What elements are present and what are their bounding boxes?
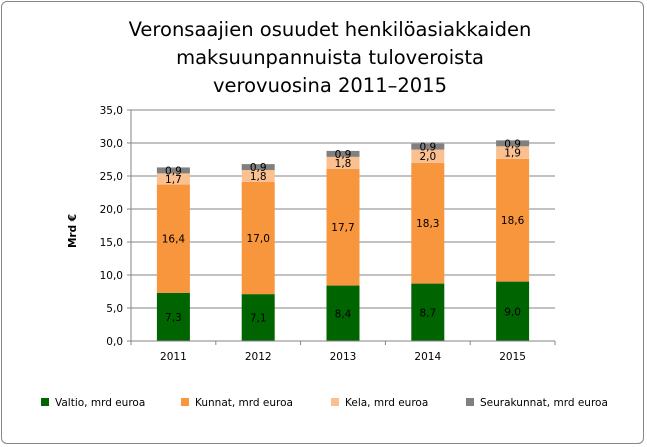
y-tick-label: 25,0: [100, 171, 123, 183]
bar-segment: [156, 184, 190, 293]
bar-segment: [241, 170, 275, 182]
bar-segment: [241, 294, 275, 341]
data-label: 8,4: [335, 308, 352, 320]
data-label: 1,9: [504, 148, 521, 160]
bar-segment: [411, 283, 445, 341]
legend-label: Kela, mrd euroa: [345, 397, 428, 409]
data-label: 0,9: [504, 138, 521, 150]
data-label: 7,1: [250, 313, 267, 325]
x-tick-label: 2012: [245, 351, 272, 363]
bar-segment: [241, 181, 275, 295]
chart-title-line-3: verovuosina 2011–2015: [213, 74, 447, 97]
chart-title-line-1: Veronsaajien osuudet henkilöasiakkaiden: [129, 18, 532, 41]
bar-segment: [496, 281, 530, 341]
y-axis-label: Mrd €: [67, 214, 79, 248]
x-axis-ticks: 2011 2012 2013 2014 2015: [130, 341, 556, 363]
data-label: 7,3: [165, 312, 182, 324]
legend: Valtio, mrd euroa Kunnat, mrd euroa Kela, …: [41, 397, 608, 409]
bar-segment: [156, 167, 190, 174]
axes: [130, 110, 555, 342]
data-label: 17,0: [247, 233, 270, 245]
bar-segment: [156, 173, 190, 185]
y-tick-label: 20,0: [100, 204, 123, 216]
y-axis-ticks: 0,0 5,0 10,0 15,0 20,0 25,0 30,0 35,0: [100, 105, 131, 348]
data-label: 1,7: [165, 174, 182, 186]
bar-segment: [411, 149, 445, 163]
bar-segment: [326, 285, 360, 341]
bar-segment: [326, 168, 360, 286]
y-tick-label: 5,0: [106, 303, 123, 315]
legend-label: Valtio, mrd euroa: [55, 397, 145, 409]
data-label: 18,3: [416, 218, 439, 230]
legend-swatch: [466, 398, 474, 406]
legend-swatch: [331, 398, 339, 406]
x-tick-label: 2014: [414, 351, 441, 363]
data-label: 18,6: [501, 215, 525, 227]
data-label: 9,0: [504, 306, 521, 318]
legend-swatch: [41, 398, 49, 406]
data-label: 16,4: [162, 234, 186, 246]
data-label: 1,8: [335, 158, 352, 170]
chart-title: Veronsaajien osuudet henkilöasiakkaiden …: [129, 18, 532, 97]
x-tick-label: 2015: [499, 351, 526, 363]
bar-segment: [326, 156, 360, 169]
legend-swatch: [181, 398, 189, 406]
x-tick-label: 2011: [160, 351, 187, 363]
data-label: 17,7: [331, 222, 354, 234]
data-label: 2,0: [419, 151, 436, 163]
data-label: 0,9: [165, 165, 182, 177]
bar-segment: [156, 292, 190, 341]
bar-segment: [496, 146, 530, 159]
chart-title-line-2: maksuunpannuista tuloveroista: [176, 46, 484, 69]
bar-segment: [411, 162, 445, 284]
data-label: 0,9: [335, 149, 352, 161]
legend-label: Kunnat, mrd euroa: [195, 397, 293, 409]
y-tick-label: 15,0: [100, 237, 123, 249]
data-label: 8,7: [419, 307, 436, 319]
bar-segment: [411, 143, 445, 150]
y-tick-label: 30,0: [100, 138, 123, 150]
bar-segment: [496, 158, 530, 282]
data-label: 0,9: [250, 162, 267, 174]
bar-segment: [496, 140, 530, 147]
x-tick-label: 2013: [330, 351, 357, 363]
legend-label: Seurakunnat, mrd euroa: [480, 397, 608, 409]
y-tick-label: 35,0: [100, 105, 123, 117]
y-tick-label: 10,0: [100, 270, 123, 282]
y-tick-label: 0,0: [106, 336, 123, 348]
bars: 7,316,41,70,97,117,01,80,98,417,71,80,98…: [156, 138, 530, 341]
data-label: 0,9: [419, 142, 436, 154]
bar-segment: [326, 150, 360, 157]
bar-segment: [241, 164, 275, 171]
data-label: 1,8: [250, 171, 267, 183]
